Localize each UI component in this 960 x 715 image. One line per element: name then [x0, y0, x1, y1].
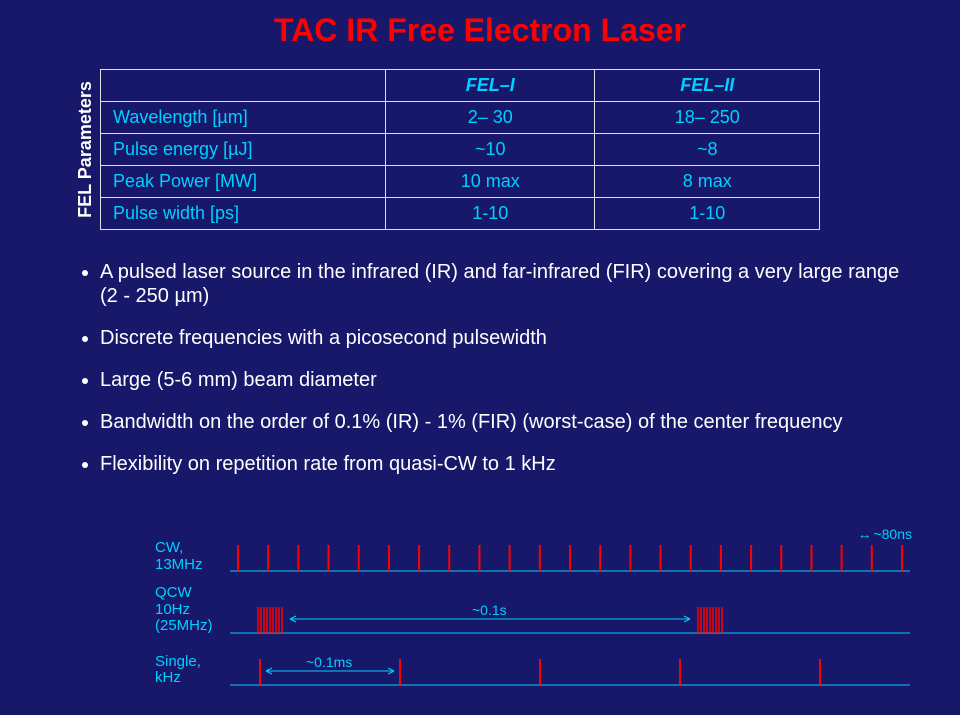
bullet-item: Bandwidth on the order of 0.1% (IR) - 1%…: [100, 410, 900, 434]
side-label: FEL Parameters: [75, 81, 96, 218]
th-fel2: FEL–II: [595, 70, 820, 102]
table-row: Wavelength [µm] 2– 30 18– 250: [101, 102, 820, 134]
cell: ~10: [386, 134, 595, 166]
th-blank: [101, 70, 386, 102]
timing-diagram: CW, 13MHz QCW 10Hz (25MHz) ~0.1s Single,…: [155, 540, 925, 699]
row-label: Pulse energy [µJ]: [101, 134, 386, 166]
cell: 1-10: [595, 198, 820, 230]
table-header-row: FEL–I FEL–II: [101, 70, 820, 102]
page-title: TAC IR Free Electron Laser: [0, 0, 960, 49]
bullet-item: Discrete frequencies with a picosecond p…: [100, 326, 900, 350]
cell: 2– 30: [386, 102, 595, 134]
th-fel1: FEL–I: [386, 70, 595, 102]
bullet-item: A pulsed laser source in the infrared (I…: [100, 260, 900, 308]
parameters-table-container: FEL Parameters FEL–I FEL–II Wavelength […: [70, 69, 960, 230]
cell: 10 max: [386, 166, 595, 198]
timing-label-qcw: QCW 10Hz (25MHz): [155, 585, 230, 637]
timing-row-qcw: QCW 10Hz (25MHz) ~0.1s: [155, 585, 925, 637]
svg-text:~0.1ms: ~0.1ms: [306, 654, 352, 670]
cell: ~8: [595, 134, 820, 166]
timing-row-single: Single, kHz ~0.1ms: [155, 647, 925, 689]
qcw-pulse-svg: ~0.1s: [230, 595, 925, 637]
single-pulse-svg: ~0.1ms: [230, 647, 925, 689]
timing-row-cw: CW, 13MHz: [155, 540, 925, 575]
row-label: Pulse width [ps]: [101, 198, 386, 230]
svg-text:~0.1s: ~0.1s: [472, 602, 507, 618]
row-label: Peak Power [MW]: [101, 166, 386, 198]
table-row: Pulse width [ps] 1-10 1-10: [101, 198, 820, 230]
timing-label-single: Single, kHz: [155, 654, 230, 689]
table-row: Peak Power [MW] 10 max 8 max: [101, 166, 820, 198]
cell: 18– 250: [595, 102, 820, 134]
parameters-table: FEL–I FEL–II Wavelength [µm] 2– 30 18– 2…: [100, 69, 820, 230]
bullet-list: A pulsed laser source in the infrared (I…: [60, 260, 900, 476]
cw-pulse-svg: [230, 541, 925, 575]
row-label: Wavelength [µm]: [101, 102, 386, 134]
bullet-item: Flexibility on repetition rate from quas…: [100, 452, 900, 476]
cell: 1-10: [386, 198, 595, 230]
timing-label-cw: CW, 13MHz: [155, 540, 230, 575]
cell: 8 max: [595, 166, 820, 198]
bullet-item: Large (5-6 mm) beam diameter: [100, 368, 900, 392]
table-row: Pulse energy [µJ] ~10 ~8: [101, 134, 820, 166]
